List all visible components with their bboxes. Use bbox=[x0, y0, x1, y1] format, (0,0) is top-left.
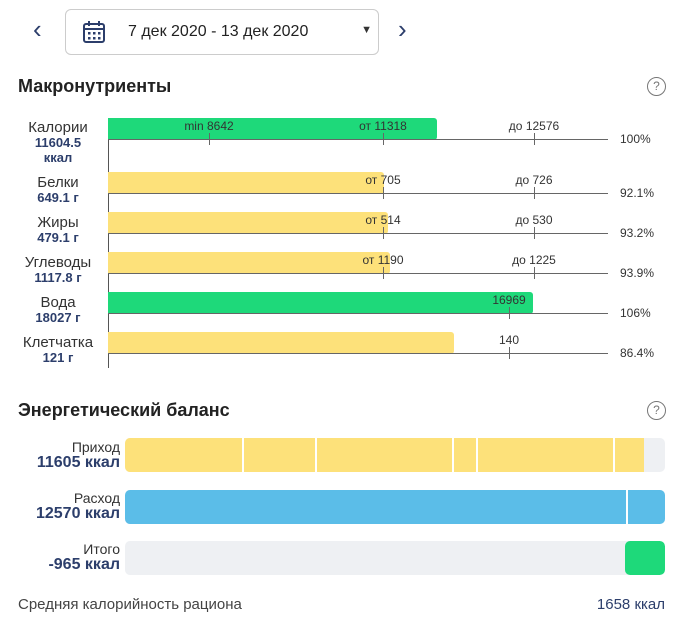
total-label: Итого -965 ккал bbox=[48, 541, 120, 573]
scale-tick bbox=[383, 187, 384, 199]
macro-label: Жиры 479.1 г bbox=[37, 214, 79, 245]
scale-line bbox=[108, 313, 608, 314]
scale-tick bbox=[534, 133, 535, 145]
macro-row: от 514 до 530 bbox=[108, 212, 608, 239]
date-range-text: 7 дек 2020 - 13 дек 2020 bbox=[128, 23, 309, 40]
scale-line bbox=[108, 273, 608, 274]
tick-label: 140 bbox=[498, 333, 520, 347]
macro-label: Вода 18027 г bbox=[35, 294, 81, 325]
tick-label: min 8642 bbox=[184, 119, 234, 133]
macros-title: Макронутриенты bbox=[18, 76, 172, 96]
avg-calories-value: 1658 ккал bbox=[596, 596, 665, 613]
scale-tick bbox=[509, 347, 510, 359]
total-bar bbox=[125, 541, 665, 575]
macro-row: 140 bbox=[108, 332, 608, 359]
prev-week-button[interactable]: ‹ bbox=[33, 14, 42, 44]
macro-label: Углеводы 1117.8 г bbox=[24, 254, 92, 285]
tick-label: до 1225 bbox=[512, 253, 556, 267]
macro-bar bbox=[108, 332, 454, 354]
macro-percent: 106% bbox=[620, 306, 651, 320]
scale-tick bbox=[534, 227, 535, 239]
expense-bar bbox=[125, 490, 665, 524]
macro-bar bbox=[108, 252, 390, 274]
tick-label: от 1190 bbox=[362, 253, 404, 267]
income-bar bbox=[125, 438, 665, 472]
expense-label: Расход 12570 ккал bbox=[35, 490, 120, 522]
macro-percent: 92.1% bbox=[620, 186, 655, 200]
macro-bar bbox=[108, 118, 437, 140]
scale-line bbox=[108, 193, 608, 194]
macro-label: Клетчатка 121 г bbox=[22, 334, 94, 365]
chart-axis bbox=[108, 118, 109, 368]
calendar-icon bbox=[83, 21, 105, 43]
tick-label: 16969 bbox=[492, 293, 526, 307]
tick-label: до 726 bbox=[515, 173, 553, 187]
tick-label: до 530 bbox=[515, 213, 553, 227]
scale-tick bbox=[383, 267, 384, 279]
scale-line bbox=[108, 139, 608, 140]
macro-bar bbox=[108, 292, 533, 314]
dropdown-caret-icon: ▼ bbox=[361, 24, 372, 36]
macro-row: от 705 до 726 bbox=[108, 172, 608, 199]
macro-label: Белки 649.1 г bbox=[37, 174, 79, 205]
help-icon[interactable]: ? bbox=[647, 401, 666, 420]
macro-label: Калории 11604.5 ккал bbox=[28, 119, 88, 165]
macro-row: от 1190 до 1225 bbox=[108, 252, 608, 279]
tick-label: до 12576 bbox=[508, 119, 560, 133]
income-fill bbox=[125, 438, 644, 472]
macro-percent: 86.4% bbox=[620, 346, 655, 360]
macro-row: 16969 bbox=[108, 292, 608, 319]
total-fill bbox=[625, 541, 665, 575]
tick-label: от 11318 bbox=[359, 119, 407, 133]
income-label: Приход 11605 ккал bbox=[36, 439, 120, 471]
tick-label: от 705 bbox=[365, 173, 401, 187]
expense-fill bbox=[125, 490, 665, 524]
help-icon[interactable]: ? bbox=[647, 77, 666, 96]
macro-percent: 100% bbox=[620, 132, 651, 146]
energy-title: Энергетический баланс bbox=[18, 400, 230, 420]
scale-tick bbox=[383, 227, 384, 239]
scale-line bbox=[108, 233, 608, 234]
scale-tick bbox=[509, 307, 510, 319]
scale-tick bbox=[383, 133, 384, 145]
macro-bar bbox=[108, 172, 384, 194]
scale-tick bbox=[209, 133, 210, 145]
macro-percent: 93.9% bbox=[620, 266, 655, 280]
macro-row: min 8642 от 11318 до 12576 bbox=[108, 118, 608, 145]
macro-percent: 93.2% bbox=[620, 226, 655, 240]
macro-bar bbox=[108, 212, 388, 234]
scale-line bbox=[108, 353, 608, 354]
scale-tick bbox=[534, 187, 535, 199]
avg-calories-label: Средняя калорийность рациона bbox=[18, 596, 242, 613]
next-week-button[interactable]: › bbox=[398, 14, 407, 44]
date-range-select[interactable]: 7 дек 2020 - 13 дек 2020 ▼ bbox=[65, 9, 379, 55]
tick-label: от 514 bbox=[365, 213, 401, 227]
scale-tick bbox=[534, 267, 535, 279]
